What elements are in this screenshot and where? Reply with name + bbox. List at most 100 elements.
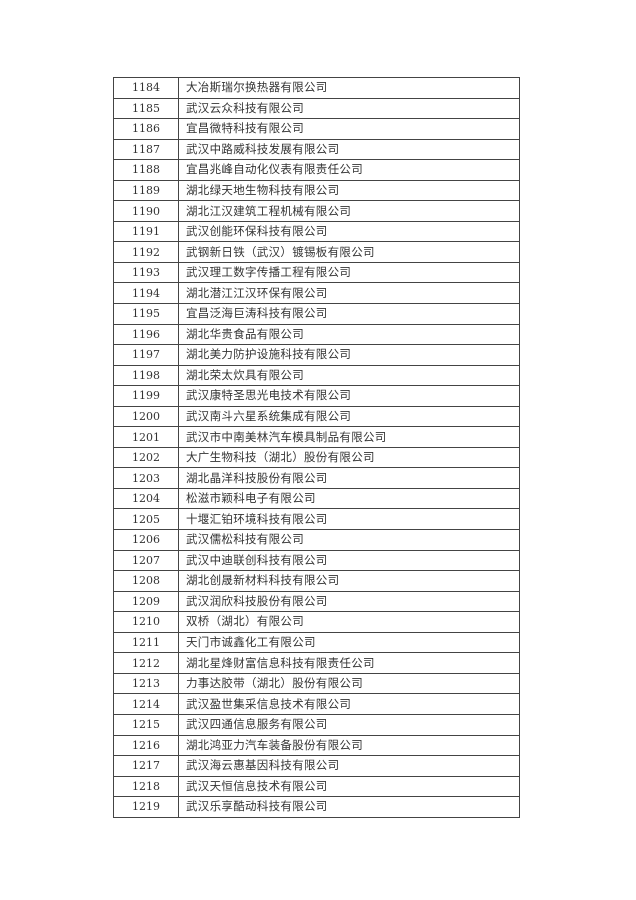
table-row: 1201 武汉市中南美林汽车模具制品有限公司 bbox=[113, 426, 520, 448]
row-number: 1197 bbox=[113, 344, 179, 366]
company-name: 武汉康特圣思光电技术有限公司 bbox=[178, 385, 520, 407]
row-number: 1185 bbox=[113, 97, 179, 120]
row-number: 1207 bbox=[113, 549, 179, 572]
table-row: 1216 湖北鸿亚力汽车装备股份有限公司 bbox=[113, 734, 520, 757]
company-name: 武汉理工数字传播工程有限公司 bbox=[178, 261, 520, 284]
company-name: 湖北鸿亚力汽车装备股份有限公司 bbox=[178, 734, 520, 757]
company-name: 武汉中路威科技发展有限公司 bbox=[178, 138, 520, 161]
company-name: 武汉南斗六星系统集成有限公司 bbox=[178, 405, 520, 428]
row-number: 1215 bbox=[113, 713, 179, 736]
company-name: 湖北潜江江汉环保有限公司 bbox=[178, 282, 520, 305]
row-number: 1212 bbox=[113, 652, 179, 674]
company-name: 湖北江汉建筑工程机械有限公司 bbox=[178, 200, 520, 222]
table-row: 1205 十堰汇铂环境科技有限公司 bbox=[113, 508, 520, 531]
table-body: 1184 大冶斯瑞尔换热器有限公司 1185 武汉云众科技有限公司 1186 宜昌微特科技… bbox=[113, 77, 520, 818]
table-row: 1204 松滋市颖科电子有限公司 bbox=[113, 487, 520, 510]
company-name: 大冶斯瑞尔换热器有限公司 bbox=[178, 77, 520, 99]
row-number: 1205 bbox=[113, 508, 179, 531]
company-name: 湖北晶洋科技股份有限公司 bbox=[178, 467, 520, 489]
table-row: 1211 天门市诚鑫化工有限公司 bbox=[113, 631, 520, 654]
row-number: 1208 bbox=[113, 570, 179, 592]
company-name: 湖北星烽财富信息科技有限责任公司 bbox=[178, 652, 520, 674]
company-name: 湖北华贵食品有限公司 bbox=[178, 323, 520, 346]
table-row: 1193 武汉理工数字传播工程有限公司 bbox=[113, 261, 520, 284]
row-number: 1192 bbox=[113, 241, 179, 263]
company-name: 武汉盈世集采信息技术有限公司 bbox=[178, 693, 520, 715]
company-name: 湖北美力防护设施科技有限公司 bbox=[178, 344, 520, 366]
row-number: 1198 bbox=[113, 364, 179, 387]
company-name: 武汉润欣科技股份有限公司 bbox=[178, 590, 520, 613]
row-number: 1209 bbox=[113, 590, 179, 613]
company-name: 武汉市中南美林汽车模具制品有限公司 bbox=[178, 426, 520, 448]
company-list-table: 1184 大冶斯瑞尔换热器有限公司 1185 武汉云众科技有限公司 1186 宜昌微特科技… bbox=[113, 77, 520, 818]
row-number: 1184 bbox=[113, 77, 179, 99]
table-row: 1206 武汉儒松科技有限公司 bbox=[113, 529, 520, 551]
table-row: 1207 武汉中迪联创科技有限公司 bbox=[113, 549, 520, 572]
table-row: 1198 湖北荣太炊具有限公司 bbox=[113, 364, 520, 387]
table-row: 1200 武汉南斗六星系统集成有限公司 bbox=[113, 405, 520, 428]
table-row: 1202 大广生物科技（湖北）股份有限公司 bbox=[113, 446, 520, 469]
table-row: 1203 湖北晶洋科技股份有限公司 bbox=[113, 467, 520, 489]
row-number: 1200 bbox=[113, 405, 179, 428]
row-number: 1217 bbox=[113, 755, 179, 777]
company-name: 天门市诚鑫化工有限公司 bbox=[178, 631, 520, 654]
company-name: 十堰汇铂环境科技有限公司 bbox=[178, 508, 520, 531]
table-row: 1210 双桥（湖北）有限公司 bbox=[113, 611, 520, 633]
company-name: 武钢新日铁（武汉）镀锡板有限公司 bbox=[178, 241, 520, 263]
row-number: 1187 bbox=[113, 138, 179, 161]
company-name: 湖北荣太炊具有限公司 bbox=[178, 364, 520, 387]
table-row: 1191 武汉创能环保科技有限公司 bbox=[113, 220, 520, 243]
company-name: 力事达胶带（湖北）股份有限公司 bbox=[178, 672, 520, 695]
row-number: 1210 bbox=[113, 611, 179, 633]
table-row: 1184 大冶斯瑞尔换热器有限公司 bbox=[113, 77, 520, 99]
table-row: 1188 宜昌兆峰自动化仪表有限责任公司 bbox=[113, 159, 520, 181]
company-name: 大广生物科技（湖北）股份有限公司 bbox=[178, 446, 520, 469]
company-name: 武汉云众科技有限公司 bbox=[178, 97, 520, 120]
row-number: 1203 bbox=[113, 467, 179, 489]
company-name: 宜昌泛海巨涛科技有限公司 bbox=[178, 303, 520, 325]
company-name: 湖北创晟新材料科技有限公司 bbox=[178, 570, 520, 592]
company-name: 武汉儒松科技有限公司 bbox=[178, 529, 520, 551]
table-row: 1195 宜昌泛海巨涛科技有限公司 bbox=[113, 303, 520, 325]
company-name: 松滋市颖科电子有限公司 bbox=[178, 487, 520, 510]
company-name: 宜昌微特科技有限公司 bbox=[178, 118, 520, 140]
table-row: 1192 武钢新日铁（武汉）镀锡板有限公司 bbox=[113, 241, 520, 263]
table-row: 1217 武汉海云惠基因科技有限公司 bbox=[113, 755, 520, 777]
company-name: 双桥（湖北）有限公司 bbox=[178, 611, 520, 633]
company-name: 武汉四通信息服务有限公司 bbox=[178, 713, 520, 736]
row-number: 1190 bbox=[113, 200, 179, 222]
company-name: 武汉天恒信息技术有限公司 bbox=[178, 775, 520, 798]
table-row: 1212 湖北星烽财富信息科技有限责任公司 bbox=[113, 652, 520, 674]
company-name: 武汉乐享酷动科技有限公司 bbox=[178, 796, 520, 818]
table-row: 1199 武汉康特圣思光电技术有限公司 bbox=[113, 385, 520, 407]
row-number: 1206 bbox=[113, 529, 179, 551]
company-name: 湖北绿天地生物科技有限公司 bbox=[178, 179, 520, 202]
row-number: 1196 bbox=[113, 323, 179, 346]
row-number: 1193 bbox=[113, 261, 179, 284]
row-number: 1216 bbox=[113, 734, 179, 757]
company-name: 武汉海云惠基因科技有限公司 bbox=[178, 755, 520, 777]
row-number: 1214 bbox=[113, 693, 179, 715]
row-number: 1195 bbox=[113, 303, 179, 325]
table-row: 1186 宜昌微特科技有限公司 bbox=[113, 118, 520, 140]
table-row: 1215 武汉四通信息服务有限公司 bbox=[113, 713, 520, 736]
row-number: 1213 bbox=[113, 672, 179, 695]
table-row: 1213 力事达胶带（湖北）股份有限公司 bbox=[113, 672, 520, 695]
company-name: 武汉创能环保科技有限公司 bbox=[178, 220, 520, 243]
table-row: 1187 武汉中路威科技发展有限公司 bbox=[113, 138, 520, 161]
row-number: 1202 bbox=[113, 446, 179, 469]
table-row: 1209 武汉润欣科技股份有限公司 bbox=[113, 590, 520, 613]
table-row: 1196 湖北华贵食品有限公司 bbox=[113, 323, 520, 346]
row-number: 1186 bbox=[113, 118, 179, 140]
row-number: 1188 bbox=[113, 159, 179, 181]
table-row: 1190 湖北江汉建筑工程机械有限公司 bbox=[113, 200, 520, 222]
row-number: 1189 bbox=[113, 179, 179, 202]
table-row: 1185 武汉云众科技有限公司 bbox=[113, 97, 520, 120]
row-number: 1201 bbox=[113, 426, 179, 448]
row-number: 1199 bbox=[113, 385, 179, 407]
row-number: 1204 bbox=[113, 487, 179, 510]
table-row: 1208 湖北创晟新材料科技有限公司 bbox=[113, 570, 520, 592]
row-number: 1218 bbox=[113, 775, 179, 798]
table-row: 1214 武汉盈世集采信息技术有限公司 bbox=[113, 693, 520, 715]
table-row: 1219 武汉乐享酷动科技有限公司 bbox=[113, 796, 520, 818]
